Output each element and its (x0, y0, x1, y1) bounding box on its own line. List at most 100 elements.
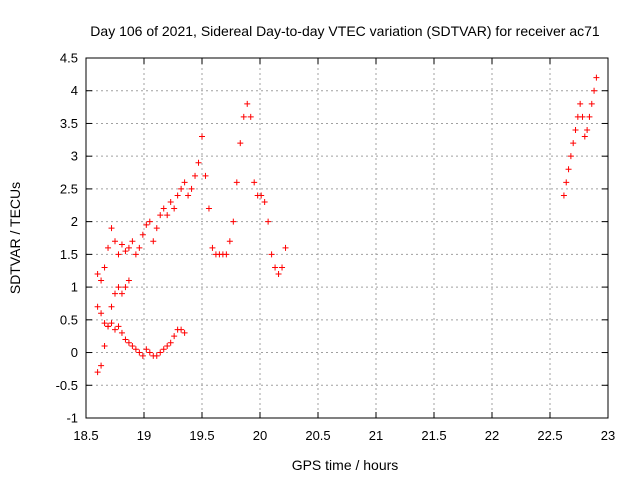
data-point (230, 218, 237, 225)
data-point (226, 238, 233, 245)
data-point (105, 244, 112, 251)
data-point (146, 218, 153, 225)
y-tick-label: 2 (71, 214, 78, 229)
data-point (143, 346, 150, 353)
data-point (279, 264, 286, 271)
y-tick-label: 0.5 (60, 312, 78, 327)
data-point (98, 362, 105, 369)
data-point (265, 218, 272, 225)
data-point (101, 264, 108, 271)
data-point (188, 185, 195, 192)
data-point (261, 199, 268, 205)
data-point (122, 248, 129, 255)
data-point (160, 205, 167, 212)
data-point (567, 153, 574, 160)
data-point (244, 100, 251, 107)
data-point (251, 179, 258, 186)
data-point (118, 241, 125, 248)
x-tick-label: 23 (601, 428, 615, 443)
x-tick-label: 19.5 (189, 428, 214, 443)
data-point (247, 113, 254, 120)
x-tick-label: 18.5 (73, 428, 98, 443)
y-tick-label: 4.5 (60, 51, 78, 66)
data-point (237, 140, 244, 147)
y-tick-label: -1 (66, 411, 78, 426)
data-point (143, 221, 150, 228)
data-point (593, 74, 600, 81)
data-point (157, 349, 164, 356)
data-point (174, 192, 181, 199)
data-point (591, 87, 598, 94)
data-point (101, 343, 108, 349)
data-point (560, 192, 567, 199)
data-point (199, 133, 205, 140)
data-point (209, 244, 216, 251)
y-axis-label: SDTVAR / TECUs (7, 182, 23, 294)
y-tick-label: 0 (71, 345, 78, 360)
data-point (195, 159, 202, 166)
x-tick-label: 20.5 (305, 428, 330, 443)
data-point (115, 251, 122, 258)
data-point (178, 326, 185, 333)
data-point (588, 100, 595, 107)
data-point (150, 238, 157, 245)
data-point (146, 349, 153, 356)
data-point (181, 329, 188, 336)
data-point (125, 339, 132, 346)
data-point (240, 113, 247, 120)
data-point (118, 329, 125, 336)
y-tick-label: 4 (71, 83, 78, 98)
data-point (136, 349, 143, 356)
data-point (565, 166, 572, 173)
data-point (105, 323, 112, 330)
data-point (164, 212, 171, 219)
data-point (153, 352, 160, 359)
data-point (570, 140, 577, 147)
data-point (98, 277, 105, 284)
plot-frame (85, 57, 609, 419)
data-point (101, 320, 108, 327)
y-tick-label: 2.5 (60, 181, 78, 196)
data-point (118, 290, 125, 297)
x-tick-label: 22 (485, 428, 499, 443)
y-tick-label: -0.5 (56, 378, 78, 393)
data-point (272, 264, 279, 271)
data-point (94, 303, 101, 310)
data-point (157, 212, 164, 219)
data-point (153, 225, 160, 232)
axis-ticks: 18.5 19 19.5 20 20.5 21 21.5 22 22.5 23-1-0.500.5… (56, 51, 616, 444)
data-point (112, 290, 118, 297)
data-point (129, 343, 136, 349)
data-point (171, 333, 178, 340)
data-point (129, 238, 136, 245)
y-tick-label: 1.5 (60, 247, 78, 262)
data-points (94, 74, 600, 376)
data-point (108, 303, 115, 310)
x-axis-label: GPS time / hours (292, 457, 399, 473)
data-point (233, 179, 240, 186)
y-tick-label: 1 (71, 280, 78, 295)
x-tick-label: 21 (369, 428, 383, 443)
data-point (94, 271, 101, 277)
data-point (258, 192, 265, 199)
data-point (98, 310, 105, 317)
data-point (136, 244, 143, 251)
data-point (579, 113, 586, 120)
data-point (164, 343, 171, 349)
data-point (572, 127, 579, 133)
data-point (125, 244, 132, 251)
data-point (108, 320, 115, 327)
x-tick-label: 20 (253, 428, 267, 443)
data-point (115, 323, 122, 330)
data-point (167, 339, 174, 346)
data-point (132, 346, 139, 353)
data-point (171, 205, 178, 212)
chart-title: Day 106 of 2021, Sidereal Day-to-day VTE… (90, 23, 600, 39)
x-tick-label: 21.5 (421, 428, 446, 443)
data-point (112, 326, 118, 333)
data-point (563, 179, 570, 186)
x-tick-label: 22.5 (537, 428, 562, 443)
data-point (577, 100, 584, 107)
